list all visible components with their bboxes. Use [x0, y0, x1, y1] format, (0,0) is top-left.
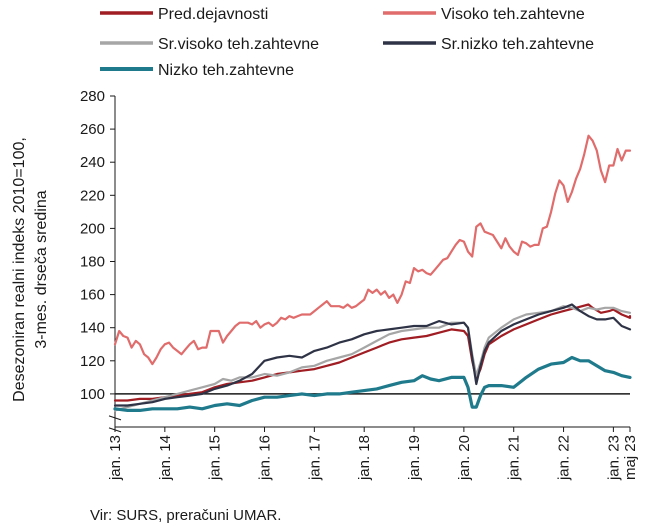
legend-label-5: Nizko teh.zahtevne: [158, 62, 294, 79]
y-tick-label: 140: [80, 320, 105, 337]
x-tick-label: jan. 14: [157, 435, 174, 481]
chart-legend: Pred.dejavnosti Visoko teh.zahtevne Sr.vis…: [100, 6, 594, 79]
y-tick-label: 100: [80, 386, 105, 403]
source-note: Vir: SURS, preračuni UMAR.: [90, 507, 282, 524]
x-tick-label: jan. 15: [207, 435, 224, 481]
y-axis-title-line-2: 3-mes. drseča sredina: [33, 190, 50, 348]
y-tick-label: 280: [80, 88, 105, 105]
series-line-2: [113, 134, 632, 366]
x-tick-label: jan. 19: [406, 435, 423, 481]
x-tick-label: jan. 13: [107, 435, 124, 481]
series-line-1: [113, 303, 632, 402]
series-line-5: [113, 355, 632, 412]
y-tick-label: 260: [80, 121, 105, 138]
y-tick-label: 120: [80, 353, 105, 370]
legend-label-2: Visoko teh.zahtevne: [441, 6, 585, 23]
x-tick-label: jan. 18: [356, 435, 373, 481]
x-tick-label: jan. 20: [456, 435, 473, 481]
y-axis-title: Desezoniran realni indeks 2010=100, 3-mes…: [11, 137, 50, 402]
legend-label-1: Pred.dejavnosti: [158, 6, 268, 23]
y-tick-label: 200: [80, 220, 105, 237]
series-line-3: [113, 305, 632, 412]
chart-axes: 100 120 140 160 180 200 220 240 260 280 jan. 13 jan…: [80, 88, 639, 481]
x-tick-label: jan. 23: [605, 435, 622, 481]
y-axis-title-line-1: Desezoniran realni indeks 2010=100,: [11, 137, 28, 402]
x-tick-label: jan. 16: [257, 435, 274, 481]
y-tick-label: 160: [80, 287, 105, 304]
y-tick-label: 220: [80, 187, 105, 204]
y-tick-label: 240: [80, 154, 105, 171]
y-tick-label: 180: [80, 254, 105, 271]
x-tick-label: jan. 22: [556, 435, 573, 481]
x-tick-label: jan. 21: [506, 435, 523, 481]
legend-label-4: Sr.nizko teh.zahtevne: [441, 36, 594, 53]
series-line-4: [113, 303, 632, 407]
chart-series: [113, 134, 632, 412]
legend-label-3: Sr.visoko teh.zahtevne: [158, 36, 319, 53]
x-tick-label: jan. 17: [306, 435, 323, 481]
x-tick-label: maj 23: [622, 435, 639, 480]
